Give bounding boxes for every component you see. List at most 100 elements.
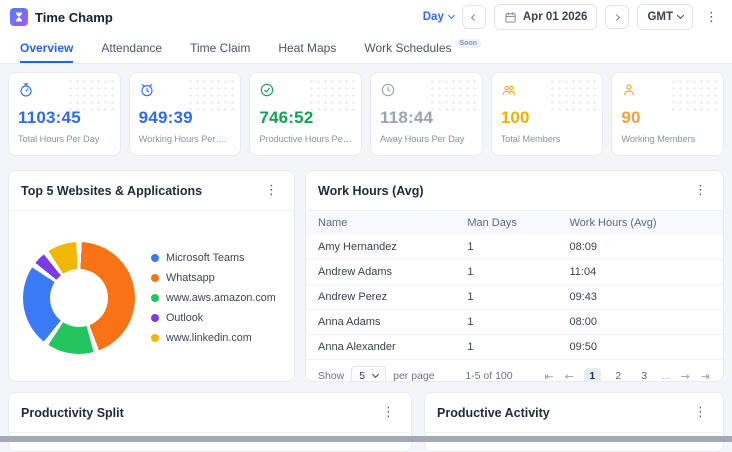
table-row[interactable]: Anna Alexander 1 09:50 — [306, 335, 723, 360]
legend-item: Microsoft Teams — [151, 252, 276, 264]
app-logo-icon — [10, 8, 28, 26]
pagination-bar: Show 5 per page 1-5 of 100 ⇤ ← 1 2 3 ...… — [306, 360, 723, 382]
cell-name: Amy Hernandez — [318, 241, 397, 253]
cell-work-hours: 09:50 — [569, 341, 598, 353]
page-ellipsis: ... — [661, 370, 671, 382]
cell-name: Anna Adams — [318, 316, 381, 328]
members-icon — [501, 82, 517, 98]
page-size-value: 5 — [359, 370, 366, 382]
table-row[interactable]: Amy Hernandez 1 08:09 — [306, 235, 723, 260]
panel-header: Productive Activity ⋮ — [425, 393, 723, 433]
chevron-down-icon — [372, 370, 380, 379]
stat-value: 118:44 — [380, 108, 434, 127]
timezone-label: GMT — [647, 11, 673, 23]
legend-item: Whatsapp — [151, 272, 276, 284]
stat-card-working-members: 90 Working Members — [611, 72, 725, 156]
cell-name: Andrew Perez — [318, 291, 388, 303]
productive-check-icon — [259, 82, 275, 98]
work-hours-menu-button[interactable]: ⋮ — [690, 181, 711, 200]
chevron-down-icon — [676, 11, 685, 20]
column-man-days: Man Days — [467, 217, 517, 229]
soon-badge: Soon — [455, 39, 482, 48]
page-nav: ⇤ ← 1 2 3 ... → ⇥ — [543, 367, 711, 382]
header-controls: Day Apr 01 2026 GMT ⋮ — [423, 4, 722, 30]
cell-man-days: 1 — [467, 291, 474, 303]
brand: Time Champ — [10, 8, 113, 26]
cell-work-hours: 09:43 — [569, 291, 598, 303]
prev-date-button[interactable] — [461, 5, 486, 29]
panel-title: Productive Activity — [437, 405, 550, 420]
stat-card-away-hours: 118:44 Away Hours Per Day — [370, 72, 483, 156]
table-row[interactable]: Anna Adams 1 08:00 — [306, 310, 723, 335]
stat-label: Away Hours Per Day — [380, 134, 465, 144]
first-page-button[interactable]: ⇤ — [544, 369, 554, 382]
table-row[interactable]: Andrew Perez 1 09:43 — [306, 285, 723, 310]
stat-value: 100 — [500, 108, 530, 127]
productivity-split-menu-button[interactable]: ⋮ — [378, 403, 399, 422]
chevron-right-icon — [612, 13, 620, 21]
panel-header: Work Hours (Avg) ⋮ — [306, 171, 723, 211]
productive-activity-panel: Productive Activity ⋮ — [424, 392, 724, 452]
websites-menu-button[interactable]: ⋮ — [261, 181, 282, 200]
stat-card-productive-hours: 746:52 Productive Hours Per... — [249, 72, 363, 156]
legend-label: Whatsapp — [166, 271, 215, 284]
last-page-button[interactable]: ⇥ — [700, 369, 710, 382]
cell-man-days: 1 — [467, 266, 474, 278]
stat-label: Total Members — [500, 134, 561, 144]
cell-man-days: 1 — [467, 241, 474, 253]
main-tabs: Overview Attendance Time Claim Heat Maps… — [0, 34, 732, 64]
productivity-split-panel: Productivity Split ⋮ — [8, 392, 412, 452]
chevron-left-icon — [471, 13, 479, 21]
table-header: Name Man Days Work Hours (Avg) — [306, 211, 723, 235]
page-1-button[interactable]: 1 — [583, 367, 601, 381]
tab-time-claim[interactable]: Time Claim — [190, 34, 250, 63]
period-label: Day — [422, 11, 444, 23]
legend-item: www.aws.amazon.com — [151, 292, 276, 304]
column-work-hours: Work Hours (Avg) — [569, 217, 657, 229]
websites-donut — [23, 241, 135, 354]
stat-value: 1103:45 — [18, 108, 81, 127]
date-picker[interactable]: Apr 01 2026 — [493, 4, 598, 30]
stat-label: Working Hours Per Day — [138, 134, 232, 144]
cell-work-hours: 11:04 — [569, 266, 597, 278]
period-dropdown[interactable]: Day — [422, 11, 455, 23]
websites-chart-area: Microsoft Teams Whatsapp www.aws.amazon.… — [9, 211, 294, 381]
tab-label: Attendance — [101, 40, 163, 55]
prev-page-button[interactable]: ← — [564, 369, 574, 382]
stat-label: Productive Hours Per... — [259, 134, 353, 144]
window-edge-strip — [0, 436, 732, 442]
stat-value: 746:52 — [259, 108, 314, 127]
table-row[interactable]: Andrew Adams 1 11:04 — [306, 260, 723, 285]
tab-label: Time Claim — [190, 40, 251, 55]
page-2-button[interactable]: 2 — [610, 368, 627, 381]
page-size-select[interactable]: 5 — [351, 366, 387, 382]
main-panels: Top 5 Websites & Applications ⋮ Microsof… — [0, 164, 732, 382]
tab-attendance[interactable]: Attendance — [101, 34, 162, 63]
legend-item: www.linkedin.com — [151, 332, 276, 344]
tab-heat-maps[interactable]: Heat Maps — [278, 34, 336, 63]
working-member-icon — [621, 82, 637, 98]
cell-work-hours: 08:00 — [569, 316, 598, 328]
panel-title: Top 5 Websites & Applications — [21, 183, 203, 198]
header-menu-button[interactable]: ⋮ — [701, 8, 722, 27]
panel-header: Top 5 Websites & Applications ⋮ — [9, 171, 294, 211]
websites-legend: Microsoft Teams Whatsapp www.aws.amazon.… — [151, 252, 276, 344]
cell-name: Anna Alexander — [318, 341, 396, 353]
stat-card-total-hours: 1103:45 Total Hours Per Day — [8, 72, 121, 156]
tab-overview[interactable]: Overview — [20, 34, 74, 63]
tab-label: Overview — [20, 40, 74, 55]
timezone-dropdown[interactable]: GMT — [637, 4, 693, 30]
cell-name: Andrew Adams — [318, 266, 392, 278]
legend-dot — [151, 333, 159, 342]
legend-item: Outlook — [151, 312, 276, 324]
next-date-button[interactable] — [605, 5, 630, 29]
next-page-button[interactable]: → — [680, 369, 690, 382]
stats-row: 1103:45 Total Hours Per Day 949:39 Worki… — [0, 64, 732, 164]
work-hours-panel: Work Hours (Avg) ⋮ Name Man Days Work Ho… — [305, 170, 724, 382]
page-3-button[interactable]: 3 — [636, 368, 653, 381]
legend-label: www.aws.amazon.com — [166, 291, 276, 304]
productive-activity-menu-button[interactable]: ⋮ — [690, 403, 711, 422]
tab-work-schedules[interactable]: Work Schedules Soon — [364, 34, 482, 63]
legend-dot — [151, 253, 159, 262]
legend-dot — [151, 273, 159, 282]
